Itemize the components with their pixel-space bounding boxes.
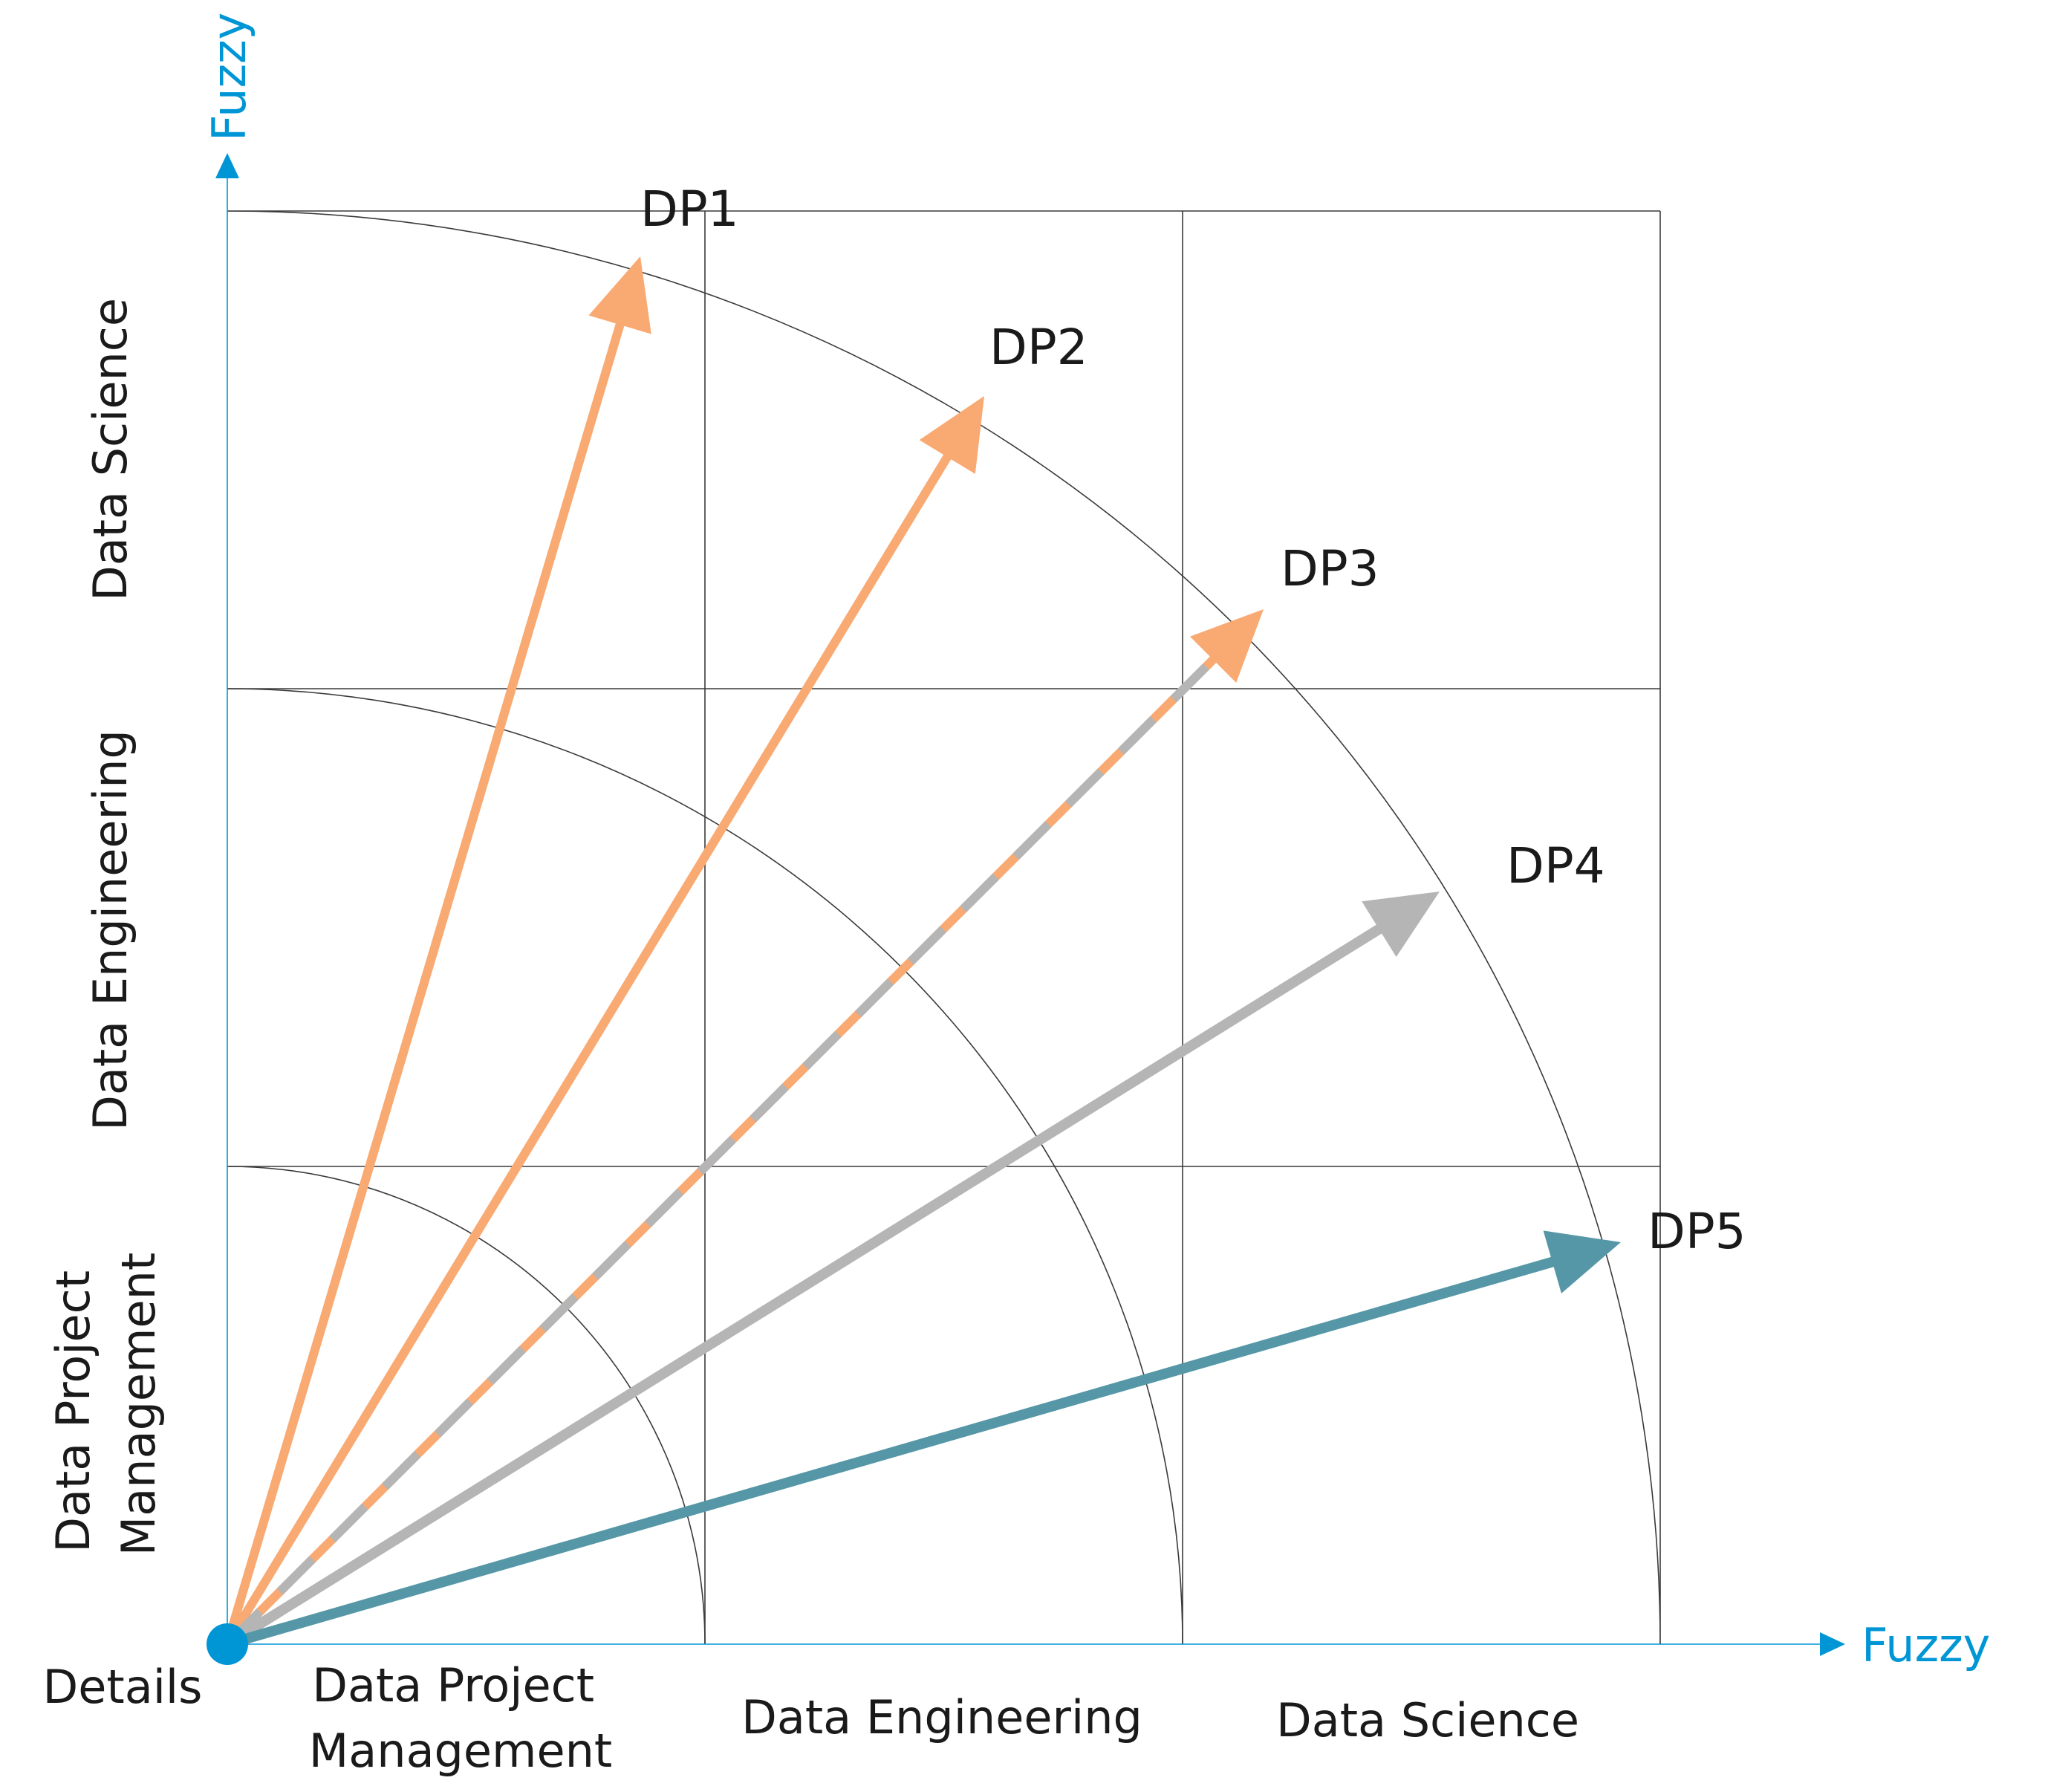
vector-shaft-dash (224, 656, 1217, 1648)
y-category-labels: Data Science Data Engineering Data Proje… (46, 298, 166, 1556)
vector-arrowhead-icon (919, 396, 984, 474)
vector-arrowhead-icon (1189, 609, 1264, 683)
x-category-line: Management (309, 1724, 612, 1778)
x-category-label: Data Science (1276, 1693, 1579, 1747)
vector-arrow-dp2 (223, 396, 984, 1647)
origin-label: Details (43, 1660, 203, 1714)
vector-label-dp4: DP4 (1506, 837, 1605, 895)
x-axis-label: Fuzzy (1862, 1618, 1990, 1672)
vector-label-dp3: DP3 (1281, 540, 1379, 597)
origin-point (207, 1623, 248, 1665)
y-axis-arrow-icon (215, 153, 239, 178)
vector-labels: DP1 DP2 DP3 DP4 DP5 (640, 181, 1746, 1260)
y-category-label: Data Project Management (46, 1253, 166, 1556)
y-category-line: Management (111, 1253, 166, 1556)
y-category-line: Data Project (46, 1270, 100, 1553)
grid (227, 210, 1661, 1644)
axes: Fuzzy Fuzzy (202, 13, 1990, 1672)
vector-arrow-dp5 (226, 1230, 1621, 1649)
x-axis-arrow-icon (1820, 1632, 1845, 1656)
vector-label-dp1: DP1 (640, 181, 739, 238)
x-category-line: Data Project (312, 1658, 594, 1713)
x-category-label: Data Project Management (309, 1658, 612, 1778)
x-category-labels: Details Data Project Management Data Eng… (43, 1658, 1580, 1778)
vector-arrowhead-icon (1543, 1230, 1621, 1293)
vector-shaft (223, 450, 954, 1647)
vector-shaft (223, 319, 626, 1646)
vector-arrow-dp1 (223, 256, 651, 1646)
vector-arrow-dp4 (224, 892, 1440, 1649)
y-category-label: Data Science (83, 298, 137, 601)
vector-label-dp2: DP2 (989, 319, 1088, 376)
vectors (223, 256, 1621, 1649)
vector-arrow-dp3 (224, 609, 1264, 1648)
y-category-label: Data Engineering (83, 730, 137, 1131)
y-axis-label: Fuzzy (202, 13, 256, 141)
vector-shaft (226, 1256, 1558, 1649)
x-category-label: Data Engineering (741, 1690, 1142, 1744)
vector-arrowhead-icon (588, 256, 651, 334)
vector-shaft (224, 922, 1386, 1649)
vector-arrowhead-icon (1362, 892, 1440, 958)
vector-label-dp5: DP5 (1648, 1203, 1746, 1260)
